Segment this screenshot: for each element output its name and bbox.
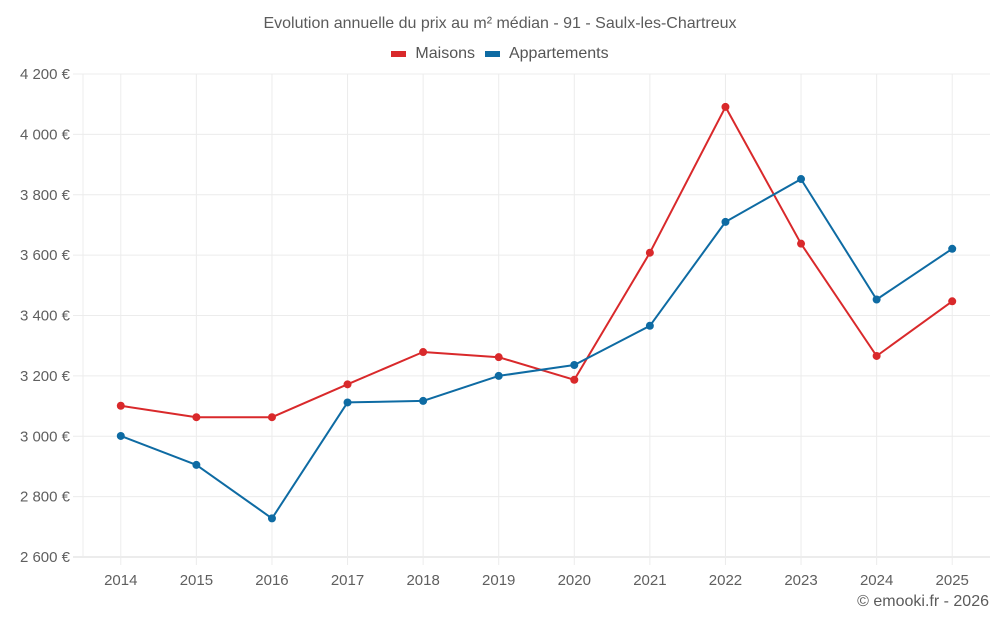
y-tick-label: 3 200 €	[20, 368, 71, 385]
legend-swatch-appartements	[484, 51, 500, 57]
data-point-maisons	[267, 413, 276, 422]
copyright-credit: © emooki.fr - 2026	[857, 593, 989, 610]
data-point-appartements	[721, 217, 730, 226]
data-point-maisons	[343, 380, 352, 389]
y-tick-label: 3 400 €	[20, 308, 71, 325]
x-tick-label: 2017	[331, 572, 364, 589]
x-tick-label: 2016	[255, 572, 288, 589]
legend-label-appartements: Appartements	[508, 45, 609, 62]
x-tick-label: 2014	[104, 572, 137, 589]
data-point-maisons	[494, 353, 503, 362]
data-point-maisons	[797, 239, 806, 248]
data-point-appartements	[797, 175, 806, 184]
data-point-maisons	[872, 351, 881, 360]
legend-swatch-maisons	[391, 51, 407, 57]
data-point-appartements	[494, 371, 503, 380]
data-point-appartements	[419, 396, 428, 405]
x-tick-label: 2021	[633, 572, 666, 589]
data-point-maisons	[419, 348, 428, 357]
y-tick-label: 3 000 €	[20, 428, 71, 445]
legend: Maisons Appartements	[0, 45, 1000, 63]
data-point-appartements	[116, 431, 125, 440]
data-point-appartements	[645, 321, 654, 330]
data-point-maisons	[570, 375, 579, 384]
data-point-appartements	[343, 398, 352, 407]
data-point-appartements	[192, 460, 201, 469]
y-tick-label: 2 600 €	[20, 549, 71, 566]
x-tick-label: 2019	[482, 572, 515, 589]
x-tick-label: 2023	[784, 572, 817, 589]
data-point-appartements	[948, 244, 957, 253]
y-tick-label: 4 000 €	[20, 126, 71, 143]
y-tick-label: 2 800 €	[20, 489, 71, 506]
y-tick-label: 3 800 €	[20, 187, 71, 204]
x-tick-label: 2025	[936, 572, 969, 589]
data-point-maisons	[948, 297, 957, 306]
legend-item-maisons[interactable]: Maisons	[391, 45, 475, 63]
data-point-appartements	[267, 514, 276, 523]
legend-label-maisons: Maisons	[415, 45, 475, 62]
series-line-appartements	[120, 178, 953, 520]
data-point-maisons	[192, 413, 201, 422]
x-tick-label: 2024	[860, 572, 893, 589]
data-point-maisons	[721, 102, 730, 111]
x-tick-label: 2022	[709, 572, 742, 589]
x-tick-label: 2020	[558, 572, 591, 589]
series-line-maisons	[120, 105, 953, 419]
y-tick-label: 3 600 €	[20, 247, 71, 264]
data-point-maisons	[645, 248, 654, 257]
x-tick-label: 2018	[406, 572, 439, 589]
chart-title: Evolution annuelle du prix au m² médian …	[263, 15, 737, 32]
y-tick-label: 4 200 €	[20, 66, 71, 83]
x-tick-label: 2015	[180, 572, 213, 589]
data-point-appartements	[872, 295, 881, 304]
data-point-appartements	[570, 361, 579, 370]
legend-item-appartements[interactable]: Appartements	[484, 45, 609, 63]
data-point-maisons	[116, 401, 125, 410]
